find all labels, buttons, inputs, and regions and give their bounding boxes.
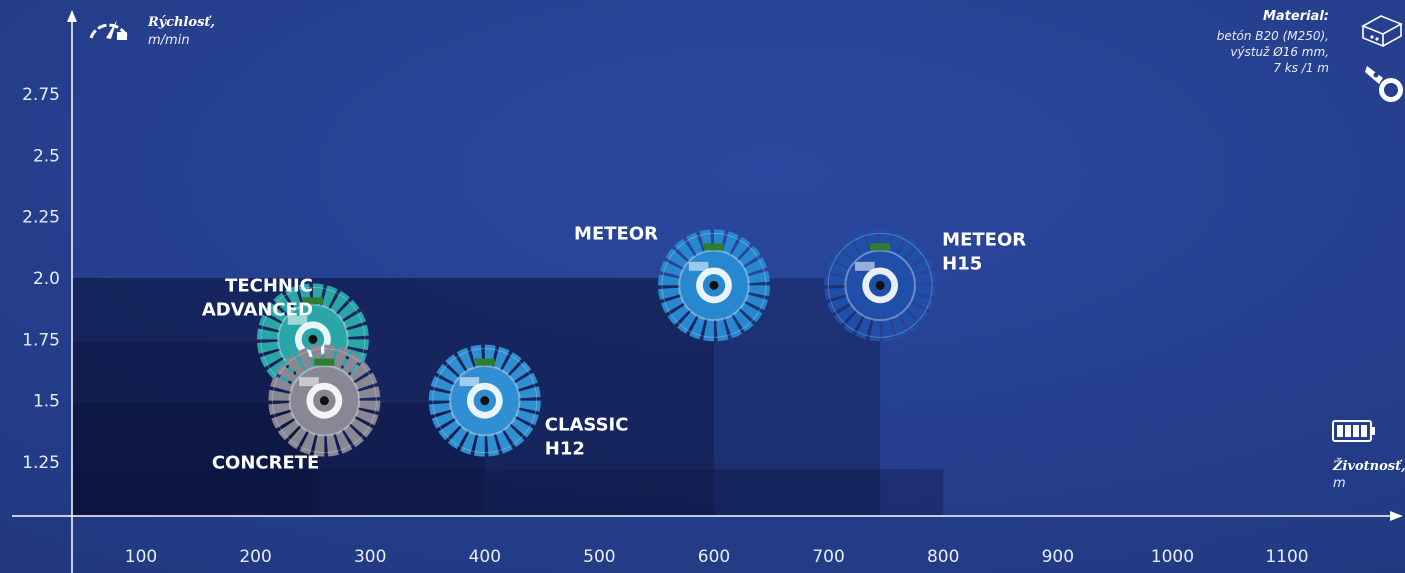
region-rect — [72, 469, 944, 516]
battery-cell — [1353, 425, 1359, 437]
x-tick-label: 100 — [125, 547, 157, 567]
blade-label: METEOR — [942, 229, 1026, 250]
material-line: betón B20 (M250), — [1217, 29, 1329, 43]
machine-blade-inner — [1384, 83, 1398, 97]
blade-brand-mark — [302, 297, 323, 305]
blade-sticker — [459, 377, 480, 387]
data-point-blade — [268, 344, 381, 457]
blade-sticker — [299, 377, 319, 387]
blade-sticker — [287, 315, 308, 325]
y-axis-title: Rýchlosť, — [147, 15, 215, 30]
x-tick-label: 500 — [583, 547, 615, 567]
block-sides — [1362, 24, 1402, 48]
blade-brand-mark — [474, 358, 495, 366]
axes — [12, 10, 1403, 573]
cutting-machine-icon — [1365, 66, 1403, 102]
blade-brand-mark — [870, 243, 891, 251]
block-dot — [1370, 35, 1374, 39]
material-title: Material: — [1263, 9, 1329, 24]
blade-arbor-hole — [319, 396, 329, 406]
blade-label: ADVANCED — [202, 299, 313, 320]
blade-sticker — [854, 261, 875, 271]
blade-edge — [661, 232, 767, 338]
blade-arbor-hole — [709, 280, 719, 290]
blade-brand-mark — [704, 243, 724, 251]
x-tick-label: 1100 — [1265, 547, 1308, 567]
x-tick-label: 700 — [812, 547, 844, 567]
blade-label: TECHNIC — [225, 275, 313, 296]
y-tick-label: 2.25 — [22, 208, 60, 228]
data-point-blade — [428, 344, 541, 457]
y-tick-label: 2.75 — [22, 85, 60, 105]
y-tick-label: 2.0 — [33, 269, 60, 289]
blade-edge — [271, 348, 377, 454]
x-axis-title: Životnosť, — [1332, 458, 1405, 474]
x-axis-arrow — [1390, 511, 1403, 521]
region-rect — [72, 278, 714, 516]
blade-label: METEOR — [574, 223, 658, 244]
battery-icon — [1332, 420, 1375, 442]
x-tick-label: 300 — [354, 547, 386, 567]
coverage-regions — [72, 278, 944, 516]
blade-edge — [827, 232, 933, 338]
speedometer-block — [117, 32, 127, 40]
speedometer-needle — [106, 20, 117, 39]
blade-arbor-hole — [308, 334, 318, 344]
y-tick-label: 2.5 — [33, 146, 60, 166]
x-axis-unit: m — [1333, 476, 1346, 491]
material-line: výstuž Ø16 mm, — [1230, 45, 1329, 59]
x-tick-label: 800 — [927, 547, 959, 567]
blade-edge — [432, 348, 538, 454]
blade-label: CONCRETE — [212, 453, 320, 474]
y-axis-unit: m/min — [148, 33, 190, 48]
speedometer-icon — [89, 20, 129, 40]
data-point-blade — [658, 229, 770, 342]
x-tick-label: 1000 — [1151, 547, 1194, 567]
blade-label: H12 — [545, 439, 585, 460]
y-axis-arrow — [67, 10, 77, 22]
blade-arbor-hole — [875, 280, 885, 290]
x-tick-label: 600 — [698, 547, 730, 567]
battery-tip — [1371, 427, 1375, 435]
battery-cell — [1361, 425, 1367, 437]
material-line: 7 ks /1 m — [1273, 61, 1329, 75]
blade-arbor-hole — [480, 396, 490, 406]
concrete-block-icon — [1361, 15, 1403, 48]
blade-sticker — [688, 261, 709, 271]
battery-cell — [1345, 425, 1351, 437]
y-tick-label: 1.75 — [22, 330, 60, 350]
blade-label: CLASSIC — [545, 415, 629, 436]
battery-cell — [1337, 425, 1343, 437]
y-tick-label: 1.25 — [22, 453, 60, 473]
x-tick-label: 400 — [469, 547, 501, 567]
blade-label: H15 — [942, 253, 982, 274]
machine-knob — [1373, 72, 1379, 78]
block-dot — [1375, 37, 1379, 41]
x-tick-label: 200 — [239, 547, 271, 567]
blade-brand-mark — [314, 358, 335, 366]
y-tick-label: 1.5 — [33, 392, 60, 412]
x-tick-label: 900 — [1042, 547, 1074, 567]
data-point-blade — [824, 229, 937, 342]
